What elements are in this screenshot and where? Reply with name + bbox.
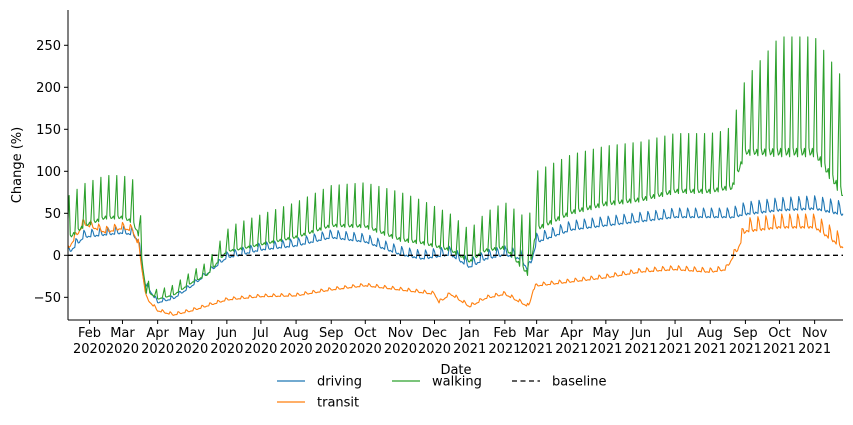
series-line-driving	[67, 195, 844, 304]
x-ticks: Feb2020Mar2020Apr2020May2020Jun2020Jul20…	[73, 320, 831, 357]
x-tick-label-year: 2021	[798, 342, 831, 357]
x-axis-title: Date	[440, 363, 471, 378]
x-tick-label-year: 2021	[624, 342, 657, 357]
x-tick-label-year: 2021	[453, 342, 486, 357]
x-tick-label-month: Aug	[283, 326, 308, 341]
y-tick-label: 100	[36, 165, 61, 180]
x-tick-label-month: Mar	[110, 326, 135, 341]
x-tick-label-month: Jul	[666, 326, 683, 341]
x-tick-label-year: 2020	[210, 342, 243, 357]
y-axis-title: Change (%)	[10, 127, 25, 203]
x-tick-label-month: Aug	[698, 326, 723, 341]
y-tick-label: −50	[34, 291, 61, 306]
x-tick-label-year: 2021	[694, 342, 727, 357]
series-layer	[67, 36, 844, 316]
x-tick-label-month: Sep	[319, 326, 344, 341]
x-tick-label-month: Oct	[354, 326, 376, 341]
x-tick-label-month: Jan	[459, 326, 480, 341]
x-tick-label-year: 2020	[315, 342, 348, 357]
x-tick-label-month: May	[178, 326, 205, 341]
legend-label-baseline: baseline	[552, 375, 606, 390]
x-tick-label-month: Mar	[524, 326, 549, 341]
x-tick-label-year: 2021	[763, 342, 796, 357]
x-tick-label-year: 2020	[418, 342, 451, 357]
x-tick-label-year: 2020	[384, 342, 417, 357]
x-tick-label-year: 2021	[589, 342, 622, 357]
legend-label-walking: walking	[432, 375, 482, 390]
x-tick-label-year: 2021	[488, 342, 521, 357]
x-tick-label-year: 2020	[106, 342, 139, 357]
x-tick-label-month: Apr	[146, 326, 169, 341]
x-tick-label-month: May	[592, 326, 619, 341]
x-tick-label-month: Nov	[802, 326, 828, 341]
x-tick-label-month: Jun	[216, 326, 237, 341]
legend-label-transit: transit	[317, 396, 359, 411]
x-tick-label-month: Feb	[493, 326, 516, 341]
x-tick-label-year: 2020	[175, 342, 208, 357]
x-tick-label-year: 2020	[349, 342, 382, 357]
y-tick-label: 0	[53, 249, 61, 264]
x-tick-label-month: Dec	[422, 326, 447, 341]
x-tick-label-month: Jul	[252, 326, 269, 341]
series-line-walking	[67, 36, 844, 300]
y-tick-label: 200	[36, 81, 61, 96]
x-tick-label-year: 2020	[73, 342, 106, 357]
x-tick-label-month: Oct	[768, 326, 790, 341]
x-tick-label-month: Apr	[561, 326, 584, 341]
x-tick-label-year: 2021	[659, 342, 692, 357]
x-tick-label-month: Feb	[78, 326, 101, 341]
legend: driving transit walking baseline	[277, 375, 606, 411]
y-tick-label: 50	[44, 207, 61, 222]
y-tick-label: 150	[36, 123, 61, 138]
axes-layer	[67, 10, 843, 321]
y-tick-label: 250	[36, 39, 61, 54]
x-tick-label-year: 2020	[141, 342, 174, 357]
x-tick-label-year: 2021	[555, 342, 588, 357]
x-tick-label-year: 2020	[280, 342, 313, 357]
series-line-transit	[67, 213, 844, 316]
x-tick-label-month: Sep	[733, 326, 758, 341]
x-tick-label-month: Nov	[388, 326, 414, 341]
y-ticks: −50 0 50 100 150 200 250	[34, 39, 68, 306]
x-tick-label-month: Jun	[630, 326, 651, 341]
legend-label-driving: driving	[317, 375, 362, 390]
x-tick-label-year: 2020	[244, 342, 277, 357]
x-tick-label-year: 2021	[729, 342, 762, 357]
x-tick-label-year: 2021	[520, 342, 553, 357]
